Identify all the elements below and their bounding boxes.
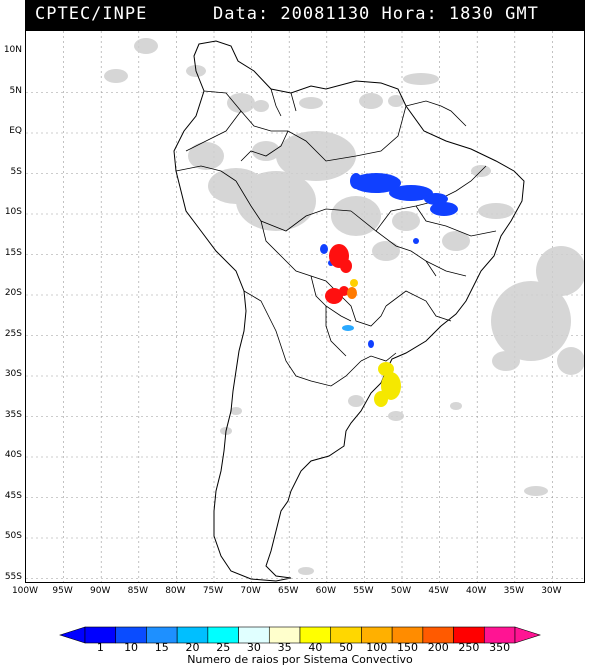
legend-value: 40 (308, 641, 323, 654)
legend-value: 10 (124, 641, 139, 654)
legend-title: Numero de raios por Sistema Convectivo (187, 653, 413, 666)
latitude-label: 55S (4, 571, 22, 582)
longitude-label: 95W (52, 586, 73, 596)
longitude-label: 30W (541, 586, 562, 596)
legend-value: 150 (397, 641, 418, 654)
legend-value: 50 (339, 641, 354, 654)
longitude-label: 50W (390, 586, 412, 596)
legend-value: 350 (489, 641, 511, 654)
longitude-label: 90W (90, 586, 111, 596)
color-legend (59, 626, 541, 644)
cloud-cover (104, 38, 584, 575)
latitude-label: 45S (4, 490, 22, 501)
source-label: CPTEC/INPE (35, 4, 148, 24)
latitude-label: 40S (4, 450, 22, 460)
longitude-label: 55W (353, 586, 374, 596)
latitude-label: 10N (3, 45, 22, 55)
longitude-label: 35W (503, 586, 524, 596)
longitude-label: 65W (278, 586, 299, 596)
latitude-label: 30S (4, 369, 22, 379)
legend-value: 100 (366, 641, 388, 654)
legend-value: 200 (427, 641, 449, 654)
latitude-label: 50S (4, 531, 22, 541)
longitude-label: 85W (127, 586, 148, 596)
map-canvas (26, 31, 584, 582)
legend-arrow-right (514, 626, 541, 644)
longitude-label: 100W (11, 586, 39, 596)
latitude-label: EQ (9, 126, 22, 136)
map-panel (25, 30, 585, 583)
latitude-label: 10S (4, 207, 22, 217)
legend-value: 250 (458, 641, 480, 654)
latitude-label: 35S (4, 409, 22, 420)
legend-value: 30 (246, 641, 261, 654)
legend-value: 35 (277, 641, 292, 654)
latitude-label: 5S (10, 166, 22, 177)
legend-value: 15 (154, 641, 169, 654)
latitude-label: 20S (4, 288, 22, 298)
legend-value: 25 (216, 641, 231, 654)
latitude-label: 25S (4, 328, 22, 339)
longitude-label: 45W (428, 586, 449, 596)
longitude-label: 75W (202, 586, 224, 596)
south-america-outline (173, 40, 525, 582)
latitude-label: 5N (9, 85, 22, 96)
map-header: CPTEC/INPE Data: 20081130 Hora: 1830 GMT (25, 0, 585, 30)
longitude-label: 60W (315, 586, 336, 596)
legend-value: 1 (96, 641, 104, 654)
longitude-label: 40W (466, 586, 487, 596)
latitude-label: 15S (4, 247, 22, 258)
datetime-label: Data: 20081130 Hora: 1830 GMT (213, 4, 539, 24)
longitude-label: 80W (165, 586, 186, 596)
lightning-clusters (320, 173, 458, 407)
longitude-label: 70W (240, 586, 261, 596)
legend-value: 20 (185, 641, 200, 654)
legend-arrow-left (59, 626, 86, 644)
